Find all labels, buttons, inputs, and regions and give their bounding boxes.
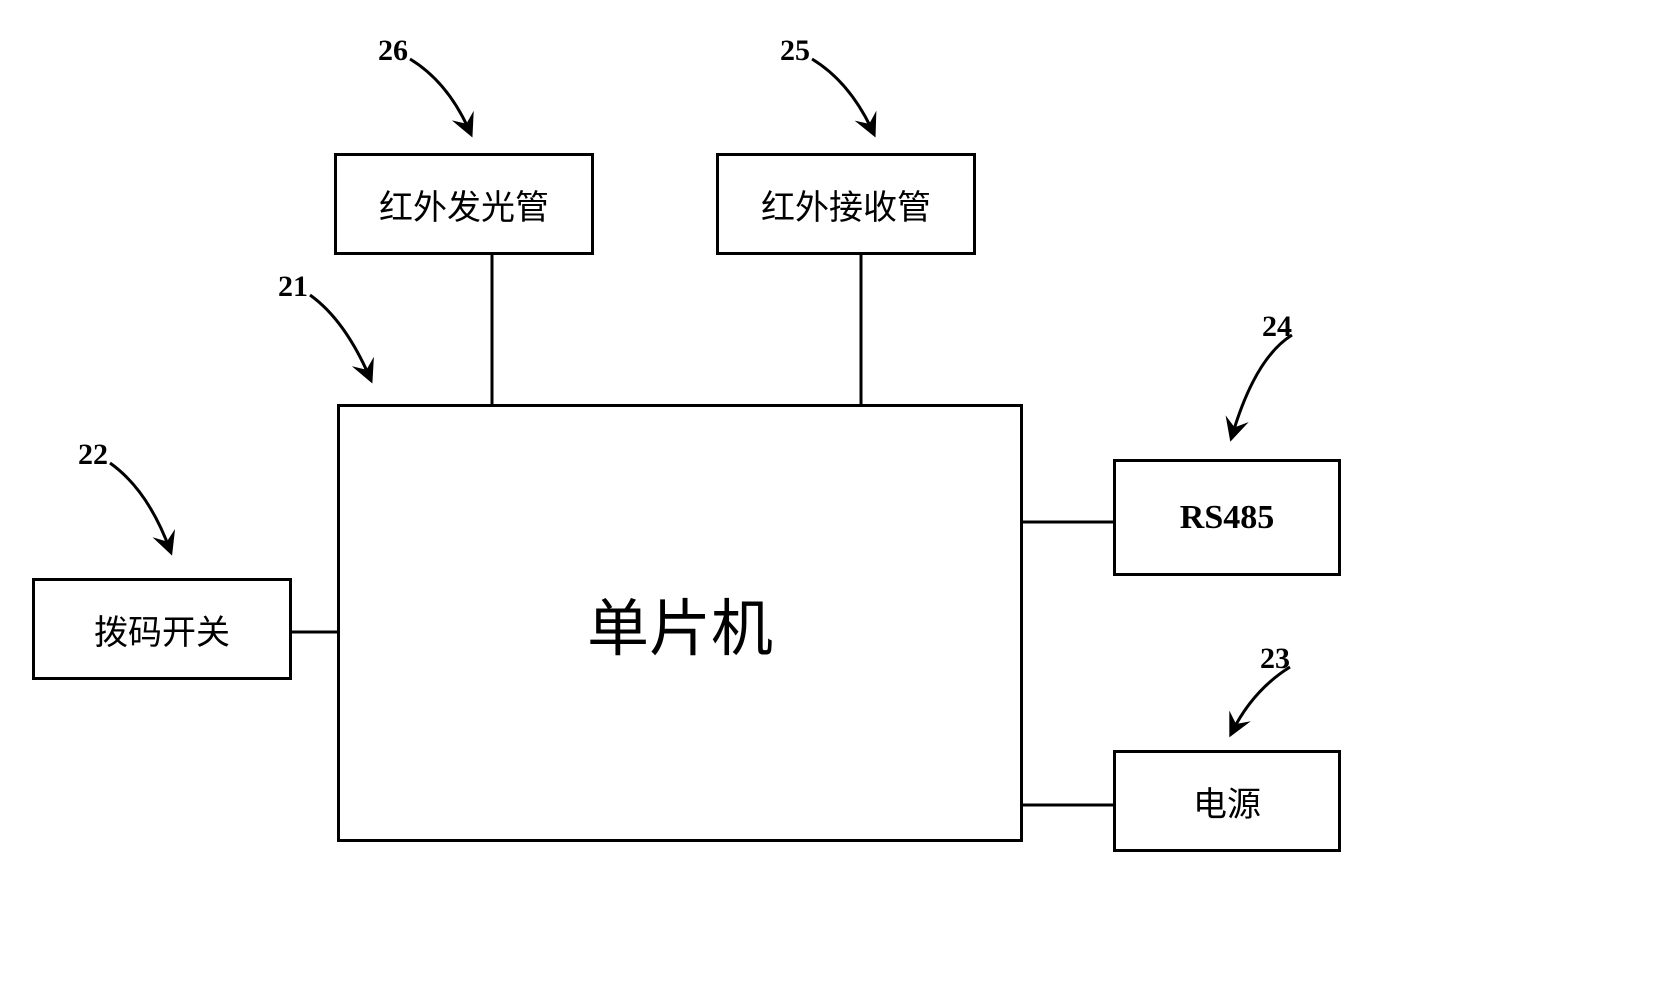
power-box: 电源 (1113, 750, 1341, 852)
power-text: 电源 (1193, 777, 1261, 826)
ir-rx-text: 红外接收管 (761, 180, 931, 229)
ref-label-26: 26 (378, 34, 408, 68)
rs485-box: RS485 (1113, 459, 1341, 576)
dip-text: 拨码开关 (94, 605, 230, 654)
ref-label-22: 22 (78, 438, 108, 472)
ref-label-21: 21 (278, 270, 308, 304)
ref-label-23: 23 (1260, 642, 1290, 676)
mcu-box: 单片机 (337, 404, 1023, 842)
rs485-text: RS485 (1180, 499, 1274, 537)
ir-tx-box: 红外发光管 (334, 153, 594, 255)
ir-tx-text: 红外发光管 (379, 180, 549, 229)
mcu-text: 单片机 (587, 578, 773, 668)
ir-rx-box: 红外接收管 (716, 153, 976, 255)
ref-label-24: 24 (1262, 310, 1292, 344)
ref-label-25: 25 (780, 34, 810, 68)
dip-box: 拨码开关 (32, 578, 292, 680)
